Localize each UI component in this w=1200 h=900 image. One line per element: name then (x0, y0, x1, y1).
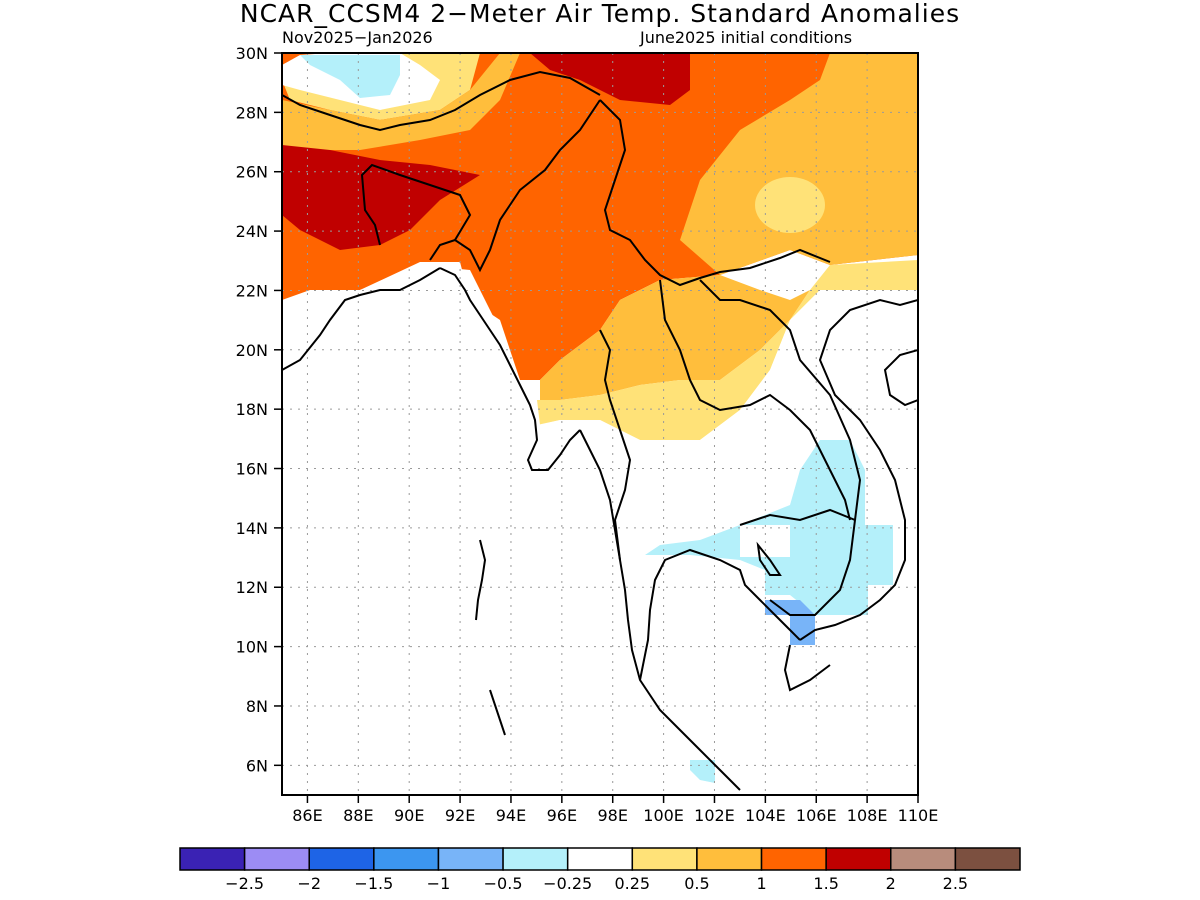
tonle-sap-lake (756, 541, 782, 576)
lat-tick-label: 18N (236, 400, 268, 419)
longitude-axis: 86E 88E 90E 92E 94E 96E 98E 100E 102E 104E 106E 108… (292, 795, 938, 825)
anomaly-minus-0.5-tibet (300, 55, 400, 98)
nicobar-islands (489, 689, 506, 736)
lat-tick-label: 6N (246, 756, 268, 775)
lon-tick-label: 98E (597, 806, 627, 825)
lon-tick-label: 88E (343, 806, 373, 825)
colorbar-label: 2 (886, 874, 896, 893)
anomaly-neutral-ocean (282, 262, 918, 795)
colorbar-swatch (566, 847, 634, 871)
lat-tick-label: 12N (236, 578, 268, 597)
colorbar-swatch (179, 847, 246, 871)
lon-tick-label: 106E (796, 806, 837, 825)
india-east-coast (282, 267, 441, 371)
mekong-delta (783, 644, 831, 692)
colorbar-swatch (954, 847, 1021, 871)
lon-tick-label: 100E (643, 806, 684, 825)
lon-tick-label: 94E (496, 806, 526, 825)
lon-tick-label: 110E (898, 806, 939, 825)
border-thailand-laos (659, 279, 851, 521)
colorbar-swatch (502, 847, 569, 871)
lon-tick-label: 90E (394, 806, 424, 825)
border-china-myanmar (599, 99, 831, 287)
coastlines-and-borders (282, 70, 918, 791)
anomaly-0.5-to-1-east (680, 53, 918, 275)
border-myanmar-india (429, 99, 601, 273)
colorbar-label: 0.5 (684, 874, 709, 893)
colorbar-label: 1.5 (813, 874, 838, 893)
colorbar-label: −0.5 (484, 874, 523, 893)
colorbar-swatch (696, 847, 763, 871)
border-myanmar-thailand (599, 329, 632, 561)
lat-tick-label: 14N (236, 519, 268, 538)
anomaly-1.5-to-2-north (530, 53, 690, 105)
vietnam-coast (799, 298, 918, 641)
bay-of-bengal-coast (439, 267, 581, 471)
colorbar-label: −2.5 (225, 874, 264, 893)
colorbar-swatch (437, 847, 504, 871)
colorbar-label: 1 (756, 874, 766, 893)
anomaly-minus-0.25-south (690, 760, 715, 783)
colorbar: −2.5 −2 −1.5 −1 −0.5 −0.25 0.25 0.5 1 1.5 2 2.5 (179, 847, 1021, 893)
colorbar-swatch (760, 847, 827, 871)
lat-tick-label: 30N (236, 44, 268, 63)
colorbar-swatch (373, 847, 440, 871)
anomaly-0.25-to-0.5-yunnan (755, 177, 825, 233)
anomaly-0.25-to-0.5-south (537, 260, 918, 440)
latitude-axis: 30N 28N 26N 24N 22N 20N 18N 16N 14N 12N 10N 8N 6N (236, 44, 282, 775)
lon-tick-label: 102E (694, 806, 735, 825)
lat-tick-label: 26N (236, 163, 268, 182)
border-cambodia (739, 508, 857, 616)
colorbar-label: −1 (427, 874, 451, 893)
lat-tick-label: 10N (236, 638, 268, 657)
border-laos-vietnam (699, 279, 862, 521)
map-frame (281, 52, 919, 796)
lon-tick-label: 96E (547, 806, 577, 825)
anomaly-shading (282, 53, 918, 795)
lon-tick-label: 86E (292, 806, 322, 825)
initial-conditions: June2025 initial conditions (640, 28, 853, 47)
lon-tick-label: 104E (745, 806, 786, 825)
andaman-islands (475, 539, 487, 621)
border-nepal-tibet (282, 70, 601, 132)
forecast-period: Nov2025−Jan2026 (282, 28, 433, 47)
lon-tick-label: 108E (847, 806, 888, 825)
colorbar-label: −2 (297, 874, 321, 893)
anomaly-0.5-to-1-south (540, 275, 810, 410)
colorbar-swatch (825, 847, 892, 871)
gulf-of-thailand-coast (639, 548, 801, 681)
colorbar-swatch (890, 847, 957, 871)
colorbar-label: −1.5 (354, 874, 393, 893)
colorbar-swatch (243, 847, 310, 871)
lat-tick-label: 22N (236, 281, 268, 300)
colorbar-label: −0.25 (543, 874, 592, 893)
border-bangladesh (360, 163, 472, 246)
lat-tick-label: 28N (236, 103, 268, 122)
lat-tick-label: 16N (236, 460, 268, 479)
colorbar-swatch (631, 847, 698, 871)
lon-tick-label: 92E (445, 806, 475, 825)
lat-tick-label: 8N (246, 697, 268, 716)
malay-peninsula-west (579, 429, 741, 791)
lat-tick-label: 24N (236, 222, 268, 241)
colorbar-label: 2.5 (943, 874, 968, 893)
colorbar-label: 0.25 (614, 874, 650, 893)
hainan-island (883, 348, 918, 407)
anomaly-minus-0.5-to-1 (765, 600, 815, 645)
colorbar-swatch (308, 847, 375, 871)
lat-tick-label: 20N (236, 341, 268, 360)
chart-title: NCAR_CCSM4 2−Meter Air Temp. Standard An… (239, 0, 961, 28)
